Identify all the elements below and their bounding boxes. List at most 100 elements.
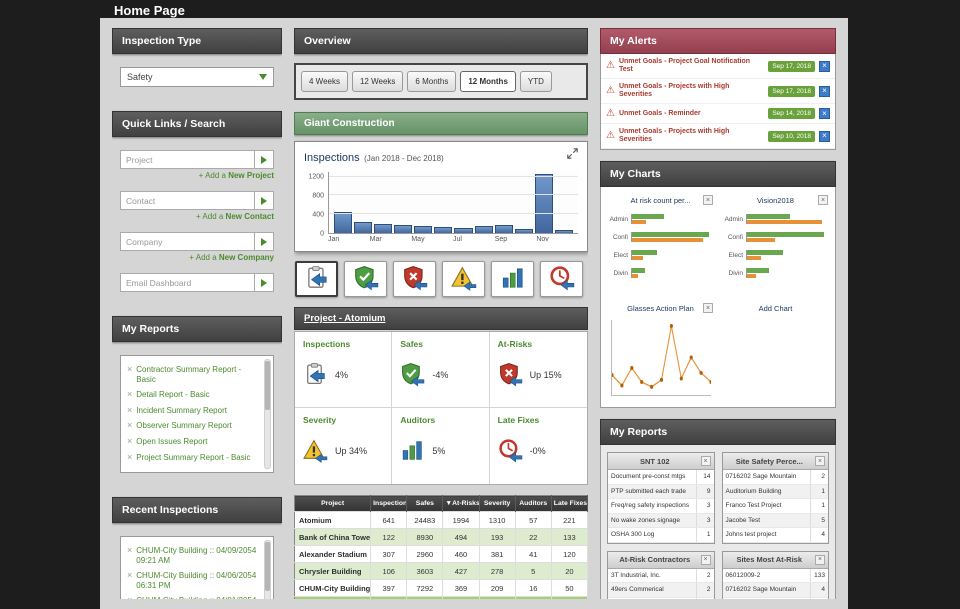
bar-sep[interactable] [494, 225, 513, 233]
kpi-late-fixes[interactable]: Late Fixes -0% [490, 408, 587, 484]
kpi-at-risks[interactable]: At-Risks Up 15% [489, 332, 587, 408]
bar-may[interactable] [414, 225, 433, 233]
bar-feb[interactable] [354, 222, 373, 233]
remove-icon[interactable]: × [127, 570, 133, 581]
scrollbar[interactable] [264, 540, 271, 599]
report-row[interactable]: PTP submitted each trade 9 [608, 484, 714, 500]
report-list-item[interactable]: × Incident Summary Report [125, 403, 261, 419]
search-input-company[interactable] [120, 232, 255, 251]
search-input-contact[interactable] [120, 191, 255, 210]
close-icon[interactable]: × [700, 456, 711, 467]
add-new-link-contact[interactable]: + Add a New Contact [195, 212, 274, 221]
column-header-auditors[interactable]: Auditors [515, 495, 552, 512]
report-row[interactable]: Document pre-const mtgs 14 [608, 470, 714, 485]
close-icon[interactable]: × [819, 130, 830, 142]
time-tab-6-months[interactable]: 6 Months [407, 71, 457, 92]
report-list-item[interactable]: × Project Summary Report - Basic [125, 450, 261, 466]
metric-button-at-risks[interactable] [393, 261, 436, 297]
column-header-severity[interactable]: Severity [479, 495, 516, 512]
report-row[interactable]: 06012009-2 133 [722, 568, 828, 584]
bar-jun[interactable] [434, 227, 453, 233]
table-row-atomium[interactable]: Atomium 641 24483 1994 1310 57 221 [294, 511, 588, 529]
time-tab-12-weeks[interactable]: 12 Weeks [351, 71, 404, 92]
go-button-company[interactable] [255, 232, 274, 251]
alert-text[interactable]: Unmet Goals - Projects with High Severit… [618, 83, 730, 99]
close-icon[interactable]: × [819, 60, 830, 72]
scrollbar[interactable] [264, 359, 271, 469]
report-row[interactable]: 49ers Commerical 2 [608, 583, 714, 598]
remove-icon[interactable]: × [127, 451, 133, 462]
table-row-bank-of-china-towe[interactable]: Bank of China Towe... 122 8930 494 193 22 133 [294, 528, 588, 546]
report-row[interactable]: Franco Test Project 1 [722, 499, 828, 514]
report-row[interactable]: 3T Industrial, Inc. 2 [608, 568, 714, 584]
recent-inspection-item[interactable]: × CHUM-City Building :: 04/01/2054 [125, 593, 261, 599]
bar-jan[interactable] [334, 211, 353, 233]
report-row[interactable]: Freq/reg safety inspections 3 [608, 499, 714, 514]
remove-icon[interactable]: × [127, 596, 132, 599]
expand-icon[interactable] [567, 148, 578, 159]
close-icon[interactable]: × [700, 554, 711, 565]
kpi-auditors[interactable]: Auditors 5% [392, 408, 490, 484]
go-button-email-dashboard[interactable] [255, 273, 274, 292]
alert-text[interactable]: Unmet Goals - Projects with High Severit… [618, 128, 730, 144]
close-icon[interactable]: × [819, 85, 830, 97]
time-tab-ytd[interactable]: YTD [519, 71, 552, 92]
metric-button-late-fixes[interactable] [540, 261, 583, 297]
recent-inspection-item[interactable]: × CHUM-City Building :: 04/06/2054 06:31 … [125, 568, 261, 593]
remove-icon[interactable]: × [127, 545, 133, 555]
time-tab-4-weeks[interactable]: 4 Weeks [301, 71, 348, 92]
report-row[interactable]: OSHA 300 Log 1 [608, 528, 714, 543]
add-chart-button[interactable]: Add Chart [720, 300, 831, 402]
table-row-chrysler-building[interactable]: Chrysler Building 106 3603 427 278 5 20 [294, 562, 588, 580]
remove-icon[interactable]: × [127, 389, 133, 400]
remove-icon[interactable]: × [127, 420, 133, 431]
report-list-item[interactable]: × Observer Summary Report [125, 418, 261, 434]
report-row[interactable]: Auditorium Building 1 [722, 484, 828, 500]
report-list-item[interactable]: × Detail Report - Basic [125, 387, 261, 403]
bar-nov[interactable] [534, 173, 553, 233]
search-input-email-dashboard[interactable] [120, 273, 255, 292]
add-new-link-company[interactable]: + Add a New Company [189, 253, 274, 262]
report-row[interactable]: 0716300 Belmont Village Calaba...1 [723, 597, 829, 599]
go-button-contact[interactable] [255, 191, 274, 210]
report-row[interactable]: 0716202 Sage Mountain 2 [722, 470, 828, 485]
time-tab-12-months[interactable]: 12 Months [460, 71, 516, 92]
metric-button-auditors[interactable] [491, 261, 534, 297]
column-header-late-fixes[interactable]: Late Fixes [551, 495, 588, 512]
recent-inspection-item[interactable]: × CHUM-City Building :: 04/09/2054 09:21 … [125, 543, 261, 568]
report-row[interactable]: 76'ers Industrial1 [608, 597, 714, 599]
go-button-project[interactable] [255, 150, 274, 169]
close-icon[interactable]: × [703, 303, 713, 314]
alert-text[interactable]: Unmet Goals - Reminder [618, 109, 701, 117]
metric-button-safes[interactable] [344, 261, 387, 297]
close-icon[interactable]: × [703, 195, 713, 206]
alert-text[interactable]: Unmet Goals - Project Goal Notification … [618, 58, 751, 74]
bar-dec[interactable] [554, 229, 573, 233]
bar-apr[interactable] [394, 225, 413, 233]
mini-chart-glasses-action-plan[interactable]: Glasses Action Plan × [605, 300, 716, 402]
bar-jul[interactable] [454, 227, 473, 233]
bar-oct[interactable] [514, 228, 533, 233]
kpi-severity[interactable]: Severity Up 34% [295, 408, 393, 484]
bar-aug[interactable] [474, 226, 493, 233]
table-row-chum-city-building[interactable]: CHUM-City Building 397 7292 369 209 16 50 [294, 579, 588, 597]
close-icon[interactable]: × [819, 108, 830, 120]
report-row[interactable]: No wake zones signage 3 [608, 513, 714, 529]
add-new-link-project[interactable]: + Add a New Project [198, 171, 274, 180]
report-row[interactable]: Jacobe Test 5 [722, 513, 828, 529]
close-icon[interactable]: × [815, 456, 825, 467]
metric-button-severity[interactable] [442, 261, 485, 297]
search-input-project[interactable] [120, 150, 255, 169]
kpi-inspections[interactable]: Inspections 4% [295, 332, 393, 408]
report-row[interactable]: 0716202 Sage Mountain 4 [722, 583, 828, 598]
remove-icon[interactable]: × [127, 404, 133, 415]
report-list-item[interactable]: × Open Issues Report [125, 434, 261, 450]
report-list-item[interactable]: × Contractor Summary Report - Basic [125, 362, 261, 387]
close-icon[interactable]: × [818, 195, 828, 206]
column-header-project[interactable]: Project [294, 495, 372, 512]
column-header-safes[interactable]: Safes [406, 495, 444, 512]
inspection-type-select[interactable]: Safety [120, 67, 274, 87]
column-header-inspections[interactable]: Inspections [370, 495, 408, 512]
table-row-760[interactable]: 76029335620320 [294, 596, 588, 599]
column-header-at-risks[interactable]: ▼At-Risks [442, 495, 480, 512]
